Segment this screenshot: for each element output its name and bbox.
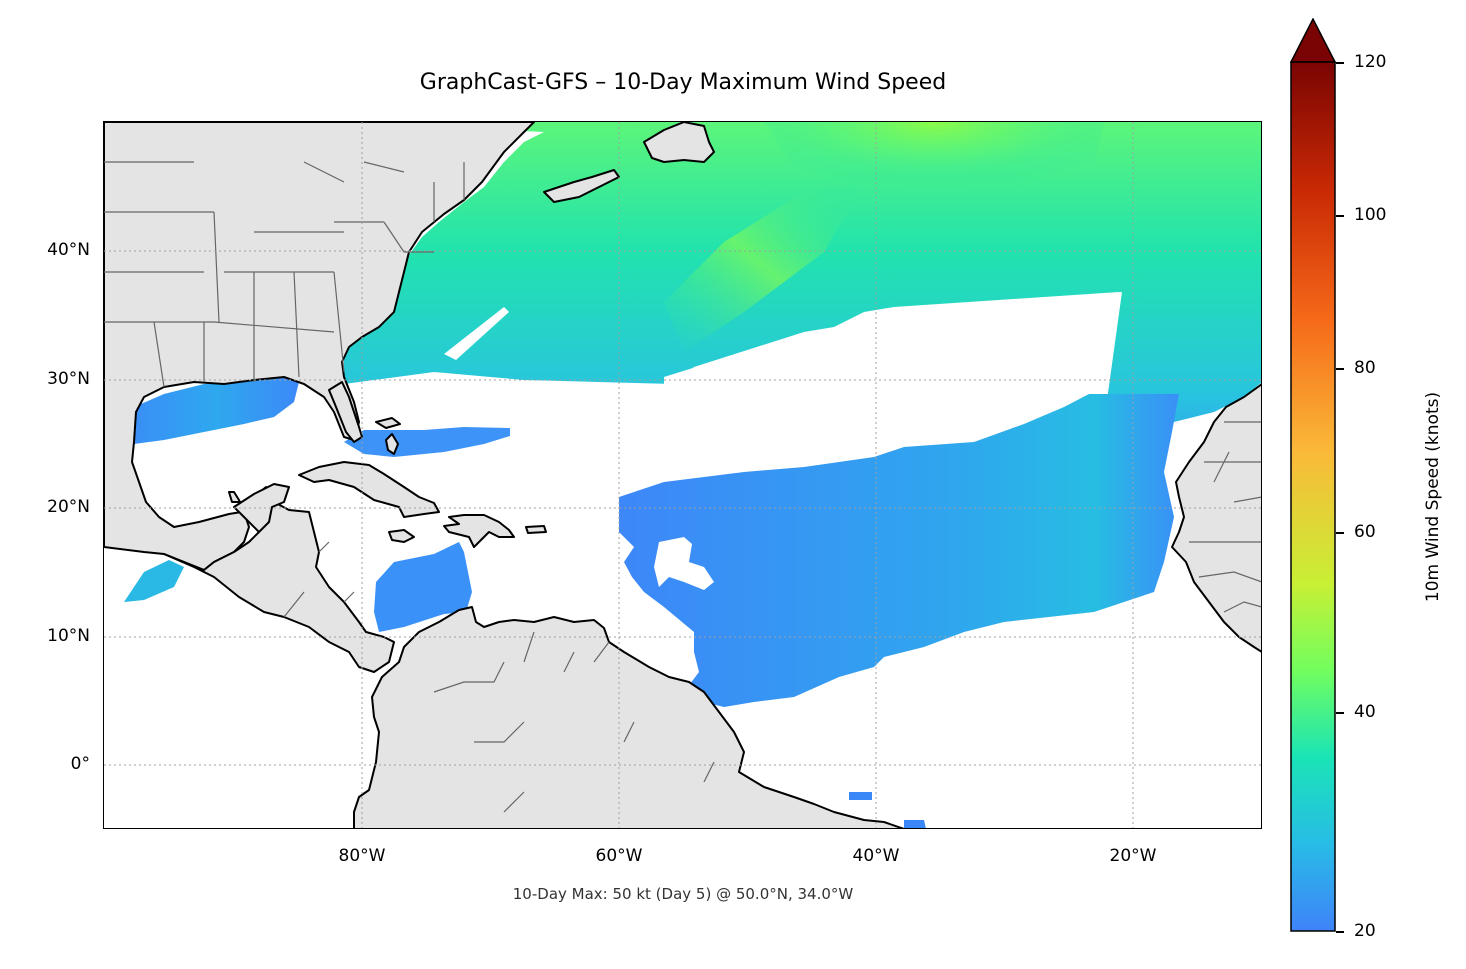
land-africa — [1171, 383, 1262, 653]
political-borders — [104, 161, 1262, 813]
cb-label-100: 100 — [1354, 205, 1387, 225]
below-threshold-slit — [444, 307, 509, 360]
cb-label-60: 60 — [1354, 522, 1376, 542]
cb-label-20: 20 — [1354, 921, 1376, 941]
map-plot-area[interactable] — [104, 122, 1262, 829]
cb-tick-20 — [1336, 931, 1344, 933]
land-bahamas — [375, 417, 401, 455]
land-yucatan — [233, 483, 290, 533]
land-masses — [104, 122, 1262, 829]
secondary-jet-band — [664, 182, 864, 352]
bahamas-wind-field — [344, 427, 510, 457]
gridlines — [104, 122, 1262, 829]
tropical-atlantic-wind-field — [619, 394, 1179, 707]
gulf-of-mexico-wind-field — [134, 374, 299, 444]
max-wind-annotation: 10-Day Max: 50 kt (Day 5) @ 50.0°N, 34.0… — [512, 885, 854, 903]
land-cuba — [298, 461, 440, 518]
land-hispaniola — [443, 514, 515, 548]
y-tick-10n: 10°N — [47, 626, 90, 646]
x-tick-80w: 80°W — [338, 846, 386, 866]
colorbar-title: 10m Wind Speed (knots) — [1423, 391, 1443, 603]
y-tick-30n: 30°N — [47, 369, 90, 389]
land-south-america — [353, 606, 905, 829]
x-tick-20w: 20°W — [1109, 846, 1157, 866]
below-threshold-mask-central — [664, 292, 1119, 482]
peak-wind-zone — [764, 122, 1104, 232]
colorbar-extend-arrow — [1290, 18, 1336, 63]
cb-tick-80 — [1336, 368, 1344, 370]
cb-tick-60 — [1336, 532, 1344, 534]
tehuantepec-wind-field — [124, 560, 184, 602]
colorbar-gradient — [1290, 61, 1336, 932]
colorbar — [1290, 18, 1336, 932]
cb-tick-100 — [1336, 215, 1344, 217]
brazil-coast-speckle — [849, 792, 926, 829]
chart-title: GraphCast-GFS – 10-Day Maximum Wind Spee… — [419, 70, 947, 95]
wind-speed-map — [104, 122, 1262, 829]
cb-tick-40 — [1336, 712, 1344, 714]
land-florida — [328, 381, 363, 443]
cb-label-80: 80 — [1354, 358, 1376, 378]
land-jamaica — [388, 529, 415, 543]
cb-tick-120 — [1336, 62, 1344, 64]
land-newfoundland — [643, 122, 715, 163]
x-tick-60w: 60°W — [595, 846, 643, 866]
cb-label-120: 120 — [1354, 52, 1387, 72]
caribbean-wind-field — [374, 542, 472, 632]
cb-label-40: 40 — [1354, 702, 1376, 722]
y-tick-40n: 40°N — [47, 240, 90, 260]
land-puerto-rico — [525, 525, 547, 534]
below-threshold-hole-tropical — [654, 537, 714, 590]
y-tick-0: 0° — [70, 754, 90, 774]
x-tick-40w: 40°W — [852, 846, 900, 866]
y-tick-20n: 20°N — [47, 497, 90, 517]
